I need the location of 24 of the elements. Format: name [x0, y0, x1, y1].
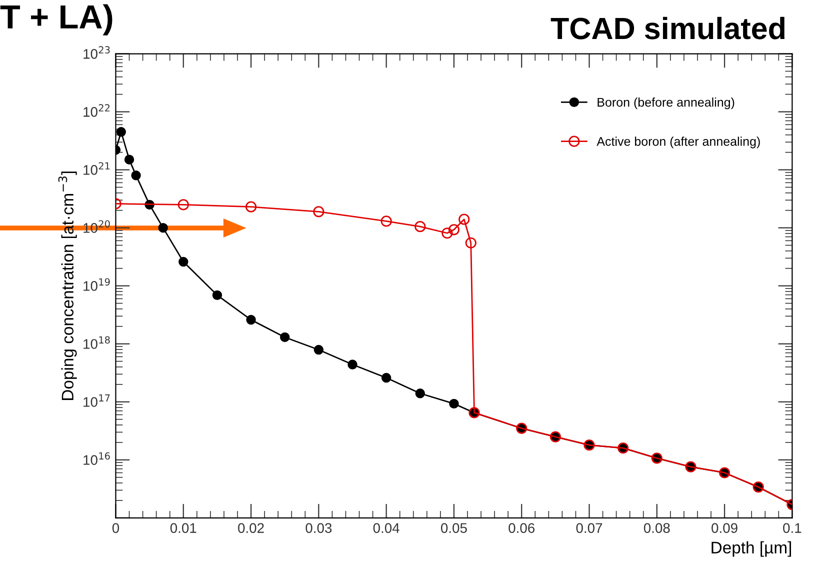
- x-tick-label: 0.1: [783, 523, 802, 533]
- y-tick-label: 10$^{23}$: [84, 46, 110, 59]
- x-tick-label: 0.01: [170, 523, 196, 533]
- y-tick-label: 10$^{19}$: [84, 278, 110, 291]
- x-tick-label: 0.05: [440, 523, 467, 533]
- x-tick-label: 0.06: [508, 523, 535, 533]
- y-tick-label: 10$^{18}$: [84, 336, 110, 349]
- x-tick-label: 0.04: [373, 523, 400, 533]
- x-tick-label: 0.09: [712, 523, 738, 533]
- y-tick-label: 10$^{17}$: [84, 394, 110, 407]
- x-tick-label: 0.07: [576, 523, 602, 533]
- legend-label: Boron (before annealing): [598, 98, 734, 110]
- chart-title: TCAD simulated: [550, 16, 784, 40]
- legend-label: Active boron (after annealing): [596, 136, 760, 148]
- x-tick-label: 0.02: [238, 523, 264, 533]
- y-axis-title: Doping concentration [at·cm$^{−3}$]: [58, 172, 77, 400]
- text: T + LA): [0, 4, 112, 36]
- x-tick-label: 0.08: [644, 523, 670, 533]
- y-tick-label: 10$^{21}$: [84, 162, 110, 175]
- x-tick-label: 0: [112, 523, 120, 533]
- y-tick-label: 10$^{16}$: [84, 452, 110, 465]
- x-axis-title: Depth [µm]: [712, 541, 791, 557]
- y-tick-label: 10$^{22}$: [84, 104, 110, 117]
- x-tick-label: 0.03: [306, 523, 332, 533]
